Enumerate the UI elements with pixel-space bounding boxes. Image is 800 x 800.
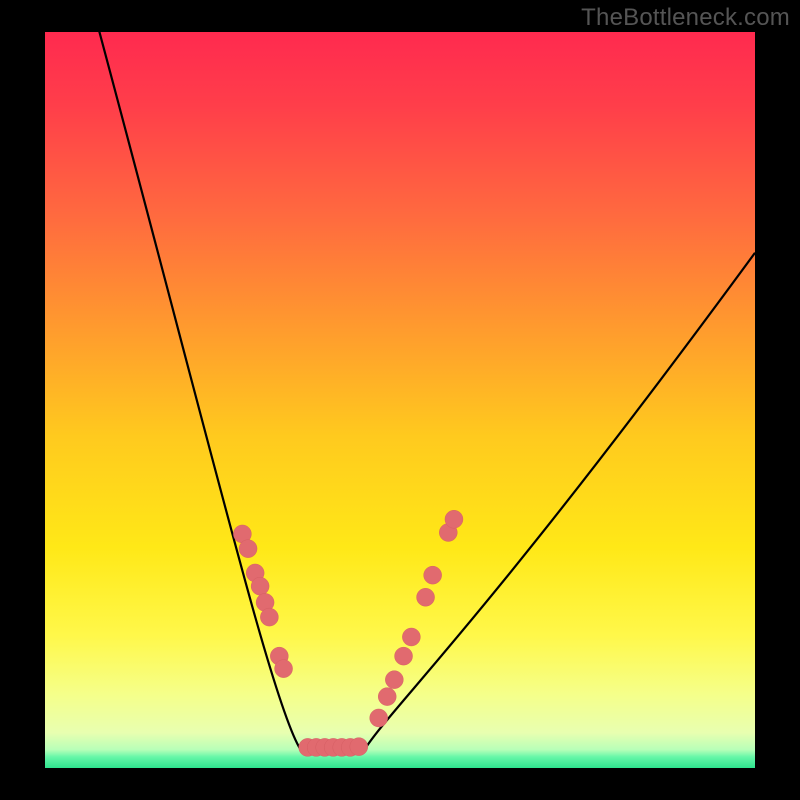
frame-bottom — [0, 768, 800, 800]
chart-stage: TheBottleneck.com — [0, 0, 800, 800]
frame-right — [755, 0, 800, 800]
watermark-text: TheBottleneck.com — [581, 4, 790, 32]
gradient-background — [45, 32, 755, 768]
plot-area — [45, 32, 755, 768]
frame-left — [0, 0, 45, 800]
